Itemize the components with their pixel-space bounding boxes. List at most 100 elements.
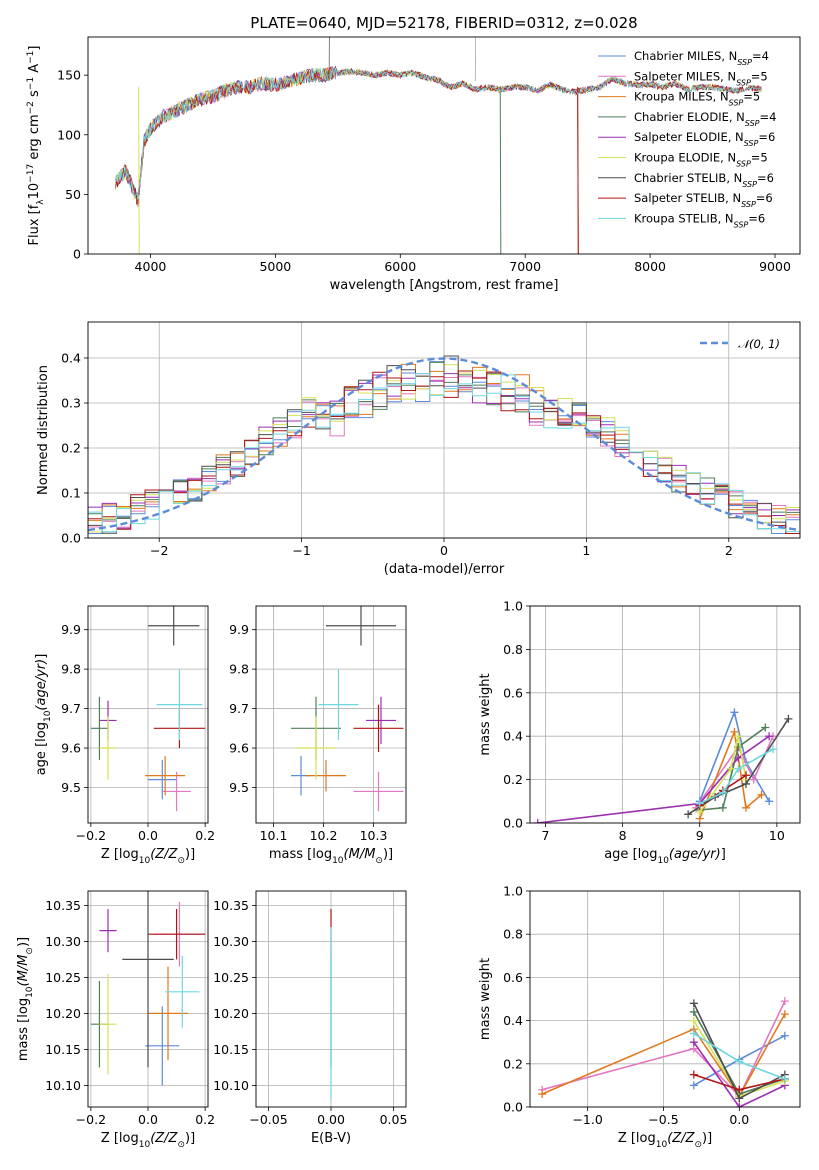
label-part: (Z/Z [150,1131,178,1146]
label-part: (M/M [344,847,376,862]
x-axis-label: Z [log10(Z/Z⊙)] [618,1131,712,1150]
y-tick-label: 0.3 [61,396,81,411]
gridlines [88,606,208,823]
label-part: =6 [756,191,773,205]
y-tick-label: 10.25 [213,970,249,985]
weight-marker-kroupa_stelib [734,764,743,773]
axes-frame [87,36,801,255]
y-tick-label: 9.6 [229,741,249,756]
label-part: Salpeter MILES, N [634,69,736,83]
x-tick-label: 7 [541,828,549,843]
x-tick-label: 10 [769,828,785,843]
gridlines [256,606,406,823]
legend-label-chabrier_stelib: Chabrier STELIB, NSSP=6 [634,171,774,189]
y-tick-label: 0.6 [503,970,523,985]
x-axis-label: (data-model)/error [384,562,505,577]
x-tick-label: 8000 [634,259,666,274]
x-tick-label: 5000 [259,259,291,274]
axes-frame [87,890,209,1108]
weight-marker-chabrier_elodie [718,803,727,812]
label-part: SSP [745,118,760,127]
label-part: =6 [758,130,775,144]
label-part: −1 [26,77,36,90]
label-part: ] [721,847,726,862]
label-part: ⊙ [375,856,383,866]
weight-marker-kroupa_miles [742,803,750,812]
label-part: Salpeter ELODIE, N [634,130,744,144]
label-part: Flux [f [27,204,42,245]
weight-line-kroupa_stelib [699,748,774,805]
label-part: Salpeter STELIB, N [634,191,741,205]
x-axis-label: mass [log10(M/M⊙)] [269,847,393,866]
x-tick-label: −0.2 [76,828,106,843]
label-part: =6 [757,171,774,185]
y-tick-label: 10.10 [213,1078,249,1093]
histogram-salpeter_stelib [88,370,800,534]
y-tick-label: 0.4 [503,729,523,744]
errorbars [90,891,206,1086]
axes-frame [529,605,801,824]
x-tick-label: 0.0 [138,1112,158,1127]
x-axis-label: Z [log10(Z/Z⊙)] [101,1131,195,1150]
y-tick-label: 9.7 [61,701,81,716]
weight-marker-kroupa_elodie [726,764,735,773]
y-tick-label: 0.2 [61,441,81,456]
legend-label-salpeter_elodie: Salpeter ELODIE, NSSP=6 [634,130,775,148]
y-tick-label: 10.20 [213,1006,249,1021]
y-axis-label: Normed distribution [36,365,51,495]
x-tick-label: 0.0 [729,1112,749,1127]
label-part: Kroupa ELODIE, N [634,151,736,165]
label-part: =5 [743,90,760,104]
y-tick-label: 9.9 [61,622,81,637]
x-tick-label: 6000 [384,259,416,274]
y-axis-label: mass [log10(M/M⊙)] [16,937,35,1061]
label-part: Chabrier STELIB, N [634,171,742,185]
spectrum-spike-kroupa_elodie [138,87,140,254]
spectrum-spike-salpeter_stelib [577,87,579,254]
weight-marker-kroupa_stelib [780,1074,789,1083]
x-axis-label: age [log10(age/yr)] [604,847,726,866]
weight-marker-salpeter_elodie [689,1038,698,1047]
y-tick-label: 0.1 [61,486,81,501]
weight-marker-chabrier_stelib [735,1094,744,1103]
spectrum-lines [115,37,762,254]
label-part: =5 [751,69,768,83]
label-part: −1 [26,51,36,64]
label-part: )] [16,937,31,947]
y-tick-label: 9.5 [61,780,81,795]
weight-marker-salpeter_stelib [689,1070,698,1079]
x-tick-label: −0.05 [249,1112,287,1127]
weight-marker-salpeter_elodie [735,1103,744,1107]
weight-marker-chabrier_miles [689,1081,698,1090]
y-tick-label: 0.2 [503,772,523,787]
label-part: Chabrier ELODIE, N [634,110,745,124]
label-part: age [log [604,847,657,862]
histogram-lines [88,355,800,534]
y-tick-label: 50 [65,187,81,202]
weight-line-salpeter_elodie [537,735,770,823]
label-part: erg cm [27,114,42,163]
label-part: SSP [736,159,751,168]
label-part: =6 [748,211,765,225]
label-part: )] [702,1131,712,1146]
label-part: SSP [736,78,751,87]
y-tick-label: 9.5 [229,780,249,795]
label-part: ⊙ [25,947,35,955]
weight-marker-chabrier_elodie [761,723,770,732]
x-tick-label: 7000 [509,259,541,274]
label-part: A [27,64,42,77]
weight-marker-kroupa_elodie [734,732,743,741]
y-tick-label: 10.35 [213,898,249,913]
y-tick-label: 1.0 [503,884,523,899]
panel-age_vs_mass: 10.1 10.2 10.3 9.5 9.6 9.7 9.8 9.9 mass [log10(M… [229,605,407,866]
y-tick-label: 0.6 [503,685,523,700]
weight-marker-kroupa_stelib [695,799,704,808]
weight-marker-chabrier_miles [730,708,739,717]
x-tick-label: −1 [292,543,310,558]
weight-marker-chabrier_miles [765,797,774,806]
errorbars [90,606,206,812]
weight-marker-salpeter_stelib [735,1085,744,1094]
y-tick-label: 150 [57,68,81,83]
legend-label-chabrier_elodie: Chabrier ELODIE, NSSP=4 [634,110,776,128]
